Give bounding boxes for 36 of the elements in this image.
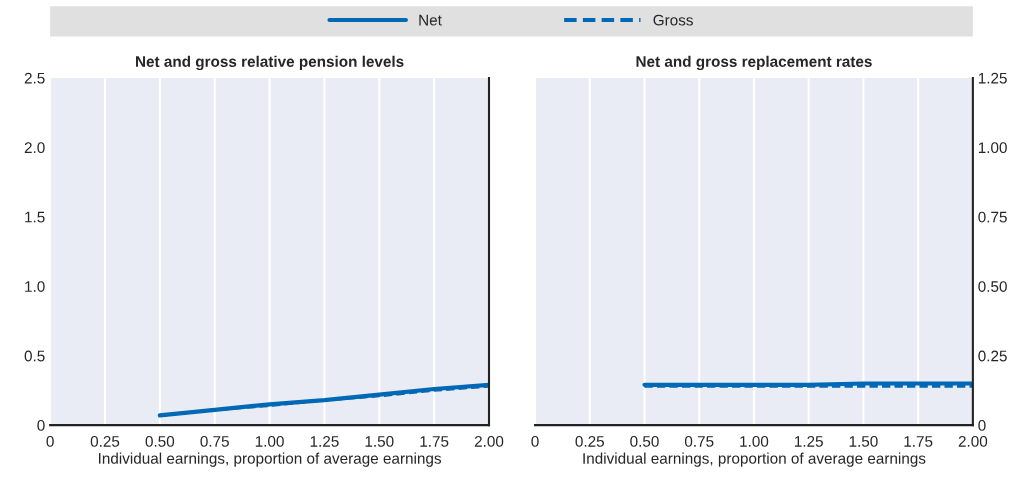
legend-label: Net bbox=[419, 14, 442, 26]
x-axis-title: Individual earnings, proportion of average earnings bbox=[583, 452, 926, 467]
y-tick-label: 1.5 bbox=[25, 211, 45, 223]
y-tick-label: 1.00 bbox=[978, 142, 1007, 154]
x-tick-label: 0.25 bbox=[575, 435, 604, 447]
x-tick-label: 0 bbox=[531, 435, 539, 447]
x-tick-label: 0 bbox=[46, 435, 54, 447]
y-tick-label: 0 bbox=[978, 420, 986, 431]
x-tick-label: 1.00 bbox=[740, 435, 769, 447]
y-tick-label: 0.50 bbox=[978, 281, 1007, 292]
x-tick-label: 1.25 bbox=[310, 435, 339, 447]
x-tick-label: 0.75 bbox=[200, 435, 229, 447]
x-tick-label: 1.75 bbox=[904, 436, 933, 447]
x-tick-label: 1.75 bbox=[420, 436, 449, 447]
chart-title: Net and gross replacement rates bbox=[636, 55, 872, 71]
y-tick-label: 0.25 bbox=[978, 350, 1007, 362]
x-tick-label: 1.50 bbox=[365, 435, 394, 447]
x-axis-title: Individual earnings, proportion of average earnings bbox=[99, 452, 442, 467]
x-tick-label: 1.25 bbox=[794, 435, 823, 447]
y-tick-label: 1.0 bbox=[25, 281, 45, 292]
x-tick-label: 2.00 bbox=[958, 435, 988, 447]
x-tick-label: 0.50 bbox=[630, 435, 659, 447]
x-tick-label: 0.75 bbox=[684, 435, 714, 447]
legend-label: Gross bbox=[653, 14, 693, 26]
y-tick-label: 2.5 bbox=[24, 72, 45, 84]
y-tick-label: 2.0 bbox=[24, 142, 45, 154]
x-tick-label: 2.00 bbox=[474, 435, 504, 447]
y-tick-label: 0.5 bbox=[24, 350, 45, 362]
x-tick-label: 1.00 bbox=[255, 435, 284, 447]
y-tick-label: 0 bbox=[37, 420, 45, 431]
y-tick-label: 0.75 bbox=[978, 211, 1007, 223]
y-tick-label: 1.25 bbox=[978, 72, 1007, 84]
x-tick-label: 0.25 bbox=[90, 435, 120, 447]
x-tick-label: 0.50 bbox=[145, 435, 175, 447]
chart-title: Net and gross relative pension levels bbox=[136, 55, 404, 71]
x-tick-label: 1.50 bbox=[849, 435, 878, 447]
